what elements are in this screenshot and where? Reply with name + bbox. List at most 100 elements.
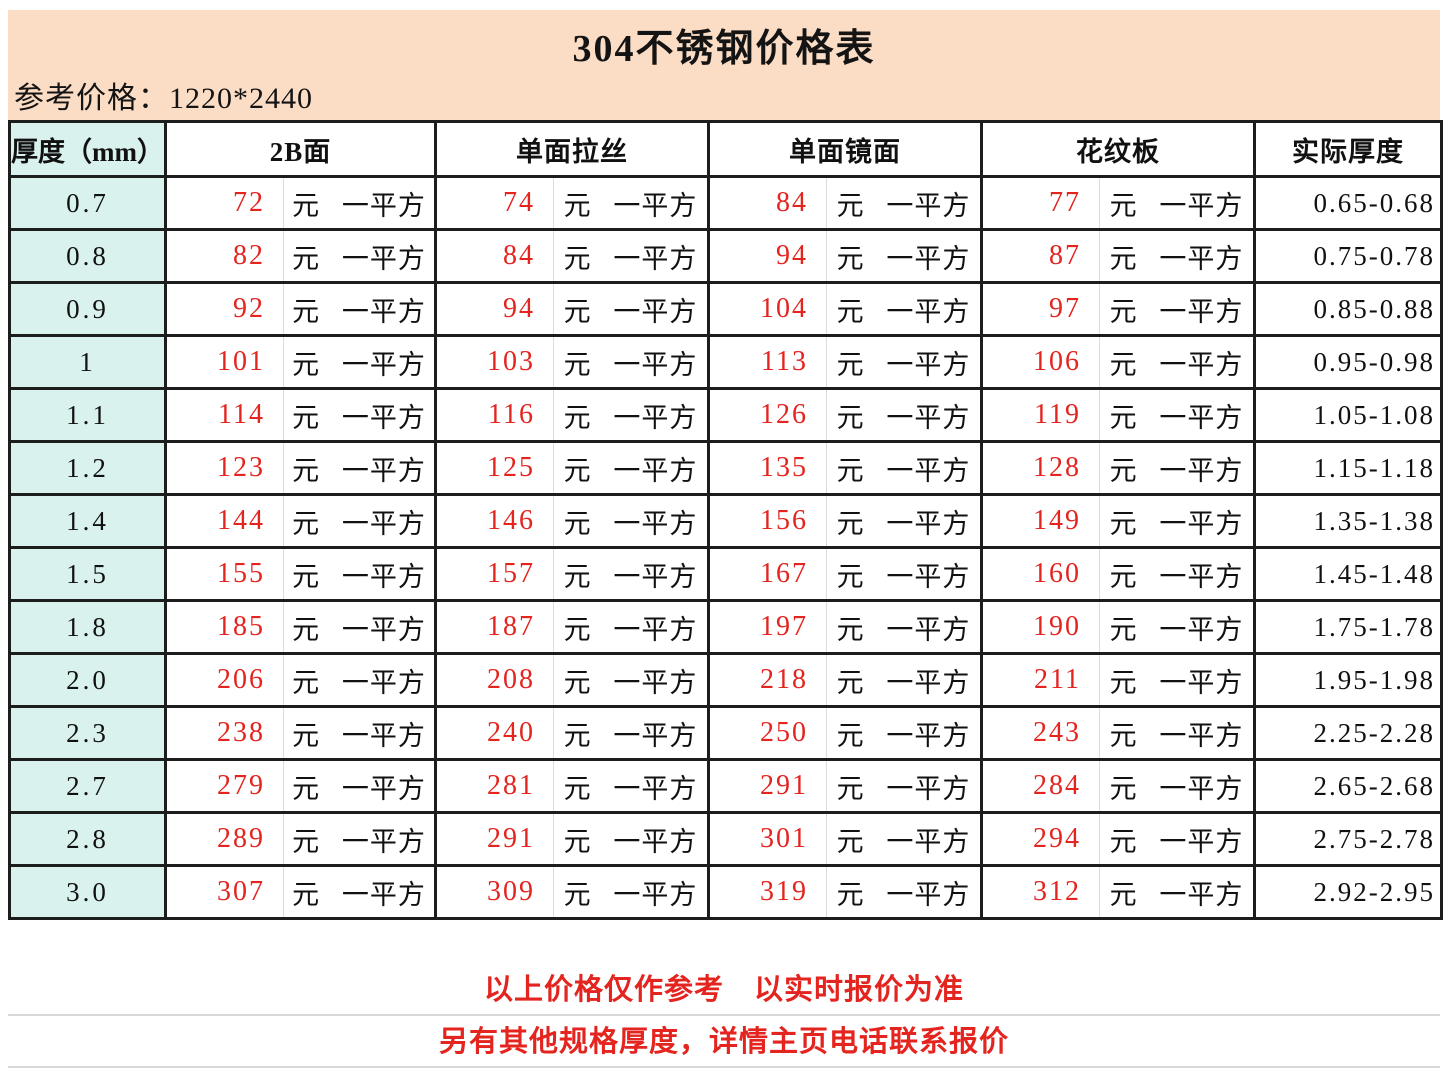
table-row: 2.7 279 元 一平方 281 元 一平方 291 元 一平方 284 元 一平方 2.65-…: [8, 758, 1444, 814]
price-cell: 167: [707, 546, 828, 602]
unit-cell: 元 一平方: [826, 440, 984, 496]
unit-cell: 元 一平方: [1099, 599, 1257, 655]
price-cell: 72: [164, 175, 284, 231]
table-row: 1.8 185 元 一平方 187 元 一平方 197 元 一平方 190 元 一平方 1.75-…: [8, 599, 1444, 655]
price-cell: 284: [980, 758, 1101, 814]
column-header-checkered: 花纹板: [980, 120, 1257, 178]
header-band: 304不锈钢价格表 参考价格：1220*2440: [8, 10, 1440, 120]
table-row: 0.8 82 元 一平方 84 元 一平方 94 元 一平方 87 元 一平方 0.75-0.78: [8, 228, 1444, 284]
price-cell: 218: [707, 652, 828, 708]
price-cell: 125: [434, 440, 555, 496]
price-cell: 208: [434, 652, 555, 708]
price-cell: 250: [707, 705, 828, 761]
price-cell: 92: [164, 281, 284, 337]
thickness-cell: 1.5: [8, 546, 167, 602]
unit-cell: 元 一平方: [826, 652, 984, 708]
table-row: 2.3 238 元 一平方 240 元 一平方 250 元 一平方 243 元 一平方 2.25-…: [8, 705, 1444, 761]
column-header-brushed: 单面拉丝: [434, 120, 711, 178]
unit-cell: 元 一平方: [1099, 493, 1257, 549]
table-row: 1.2 123 元 一平方 125 元 一平方 135 元 一平方 128 元 一平方 1.15-…: [8, 440, 1444, 496]
unit-cell: 元 一平方: [1099, 864, 1257, 920]
unit-cell: 元 一平方: [553, 546, 711, 602]
unit-cell: 元 一平方: [282, 758, 438, 814]
price-cell: 279: [164, 758, 284, 814]
unit-cell: 元 一平方: [553, 387, 711, 443]
table-row: 0.7 72 元 一平方 74 元 一平方 84 元 一平方 77 元 一平方 0.65-0.68: [8, 175, 1444, 231]
unit-cell: 元 一平方: [1099, 811, 1257, 867]
unit-cell: 元 一平方: [1099, 652, 1257, 708]
unit-cell: 元 一平方: [553, 440, 711, 496]
unit-cell: 元 一平方: [282, 811, 438, 867]
price-cell: 146: [434, 493, 555, 549]
unit-cell: 元 一平方: [1099, 440, 1257, 496]
table-row: 0.9 92 元 一平方 94 元 一平方 104 元 一平方 97 元 一平方 0.85-0.8…: [8, 281, 1444, 337]
table-row: 2.0 206 元 一平方 208 元 一平方 218 元 一平方 211 元 一平方 1.95-…: [8, 652, 1444, 708]
unit-cell: 元 一平方: [1099, 705, 1257, 761]
unit-cell: 元 一平方: [282, 864, 438, 920]
unit-cell: 元 一平方: [282, 440, 438, 496]
thickness-cell: 2.3: [8, 705, 167, 761]
unit-cell: 元 一平方: [553, 281, 711, 337]
price-cell: 185: [164, 599, 284, 655]
thickness-cell: 1.1: [8, 387, 167, 443]
actual-thickness-cell: 2.65-2.68: [1253, 758, 1444, 814]
price-cell: 123: [164, 440, 284, 496]
unit-cell: 元 一平方: [282, 228, 438, 284]
price-cell: 291: [434, 811, 555, 867]
price-cell: 144: [164, 493, 284, 549]
price-cell: 149: [980, 493, 1101, 549]
price-cell: 104: [707, 281, 828, 337]
thickness-cell: 3.0: [8, 864, 167, 920]
column-header-2b: 2B面: [163, 120, 438, 178]
table-row: 3.0 307 元 一平方 309 元 一平方 319 元 一平方 312 元 一平方 2.92-…: [8, 864, 1444, 920]
actual-thickness-cell: 1.15-1.18: [1253, 440, 1444, 496]
actual-thickness-cell: 0.95-0.98: [1253, 334, 1444, 390]
thickness-cell: 0.7: [8, 175, 167, 231]
price-cell: 312: [980, 864, 1101, 920]
unit-cell: 元 一平方: [282, 387, 438, 443]
actual-thickness-cell: 1.45-1.48: [1253, 546, 1444, 602]
unit-cell: 元 一平方: [553, 599, 711, 655]
price-cell: 187: [434, 599, 555, 655]
unit-cell: 元 一平方: [1099, 281, 1257, 337]
unit-cell: 元 一平方: [826, 599, 984, 655]
actual-thickness-cell: 0.65-0.68: [1253, 175, 1444, 231]
footnote-reference-only: 以上价格仅作参考 以实时报价为准: [8, 964, 1440, 1016]
price-cell: 84: [434, 228, 555, 284]
unit-cell: 元 一平方: [826, 546, 984, 602]
actual-thickness-cell: 0.85-0.88: [1253, 281, 1444, 337]
price-cell: 119: [980, 387, 1101, 443]
reference-price-label: 参考价格：1220*2440: [14, 82, 313, 115]
column-header-mirror: 单面镜面: [707, 120, 984, 178]
price-cell: 103: [434, 334, 555, 390]
price-cell: 114: [164, 387, 284, 443]
thickness-cell: 1.8: [8, 599, 167, 655]
price-cell: 113: [707, 334, 828, 390]
unit-cell: 元 一平方: [826, 705, 984, 761]
unit-cell: 元 一平方: [1099, 334, 1257, 390]
price-cell: 135: [707, 440, 828, 496]
price-cell: 126: [707, 387, 828, 443]
price-cell: 319: [707, 864, 828, 920]
unit-cell: 元 一平方: [1099, 387, 1257, 443]
unit-cell: 元 一平方: [553, 334, 711, 390]
price-table: 厚度（mm） 2B面 单面拉丝 单面镜面 花纹板 实际厚度 0.7 72 元 一平方…: [8, 120, 1444, 920]
table-row: 1.5 155 元 一平方 157 元 一平方 167 元 一平方 160 元 一平方 1.45-…: [8, 546, 1444, 602]
price-cell: 309: [434, 864, 555, 920]
actual-thickness-cell: 2.75-2.78: [1253, 811, 1444, 867]
price-cell: 155: [164, 546, 284, 602]
actual-thickness-cell: 1.75-1.78: [1253, 599, 1444, 655]
actual-thickness-cell: 0.75-0.78: [1253, 228, 1444, 284]
price-cell: 156: [707, 493, 828, 549]
footnotes: 以上价格仅作参考 以实时报价为准 另有其他规格厚度，详情主页电话联系报价: [8, 964, 1440, 1068]
unit-cell: 元 一平方: [553, 493, 711, 549]
unit-cell: 元 一平方: [1099, 228, 1257, 284]
price-cell: 294: [980, 811, 1101, 867]
unit-cell: 元 一平方: [553, 864, 711, 920]
unit-cell: 元 一平方: [826, 811, 984, 867]
unit-cell: 元 一平方: [553, 228, 711, 284]
table-row: 1.4 144 元 一平方 146 元 一平方 156 元 一平方 149 元 一平方 1.35-…: [8, 493, 1444, 549]
unit-cell: 元 一平方: [1099, 175, 1257, 231]
price-cell: 307: [164, 864, 284, 920]
price-cell: 84: [707, 175, 828, 231]
